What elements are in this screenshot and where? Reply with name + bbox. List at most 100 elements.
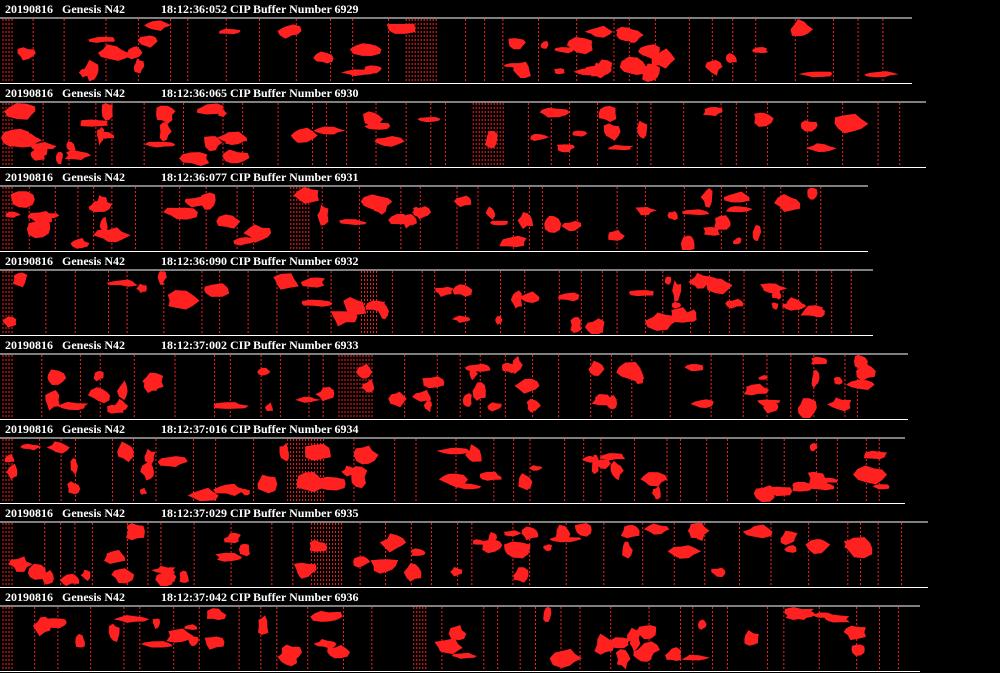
particle-image [785,297,804,311]
particle-image [558,292,580,302]
timestamp-caption: 18:12:37:016 CIP Buffer Number 6934 [161,422,359,436]
particle-image [784,545,797,553]
particle-image [295,396,321,403]
particle-image [684,364,704,372]
particle-image [60,573,80,586]
particle-image [152,618,160,629]
particle-image [206,608,227,620]
caption: CIP Buffer Number 6931 [230,170,359,184]
particle-image [218,28,241,35]
particle-image [629,636,641,652]
particle-image [113,615,150,623]
particle-image [126,523,145,541]
particle-image [97,126,105,146]
particle-image [144,141,176,148]
particle-image [313,51,334,64]
particle-image [473,539,484,545]
particle-image [526,398,541,413]
particle-image [499,235,527,248]
particle-image [280,644,302,661]
date: 20190816 [5,590,53,604]
timestamp-caption: 18:12:37:042 CIP Buffer Number 6936 [161,590,359,604]
particle-image [349,43,382,56]
particle-image [705,60,723,76]
particle-image [64,149,92,160]
particle-image [293,187,319,204]
particle-image [290,127,318,143]
particle-image [752,47,769,54]
particle-image [403,563,422,582]
particle-image [117,441,134,463]
particle-image [80,119,108,127]
particle-image [634,372,644,385]
particle-image [732,237,742,245]
particle-image [703,107,723,117]
particle-image [315,386,335,402]
particle-image [388,391,407,408]
particle-image [629,290,654,297]
particle-image [341,465,354,477]
particle-image [640,472,668,487]
particle-image [652,485,661,500]
particle-image [144,448,156,464]
particle-image [80,569,91,581]
particle-image [714,215,731,230]
particle-image [584,25,613,38]
particle-image [26,220,51,239]
particle-image [117,380,128,401]
particle-image [159,122,172,142]
particle-image [711,567,726,578]
particle-image [543,544,552,551]
particle-image [510,290,523,309]
caption: CIP Buffer Number 6936 [230,590,359,604]
particle-image [479,471,502,481]
particle-image [504,541,531,559]
particle-image [144,20,172,31]
particle-image [469,367,478,381]
particle-image [827,397,852,412]
particle-image [595,459,611,470]
particle-image [12,272,28,288]
particle-image [378,303,389,320]
particle-image [70,237,90,249]
particle-image [351,466,368,489]
particle-image [27,563,48,580]
particle-image [620,524,640,539]
particle-image [277,24,302,39]
particle-image [602,453,626,461]
particle-image [161,566,177,586]
particle-image [574,523,592,537]
particle-image [66,141,76,152]
particle-image [30,211,52,224]
particle-image [753,485,776,502]
caption: CIP Buffer Number 6935 [230,506,359,520]
particle-image [213,402,249,409]
particle-image [435,286,453,297]
particle-image [101,103,113,121]
particle-image [581,455,594,463]
particle-image [487,402,502,412]
particle-image [204,283,230,297]
particle-image [851,644,865,656]
particle-image [824,614,850,623]
particle-image [622,541,633,559]
buffer-row: 20190816 Genesis N42 18:12:36:090 CIP Buff… [0,254,873,336]
particle-image [703,227,720,236]
particle-image [462,393,472,407]
particle-image [771,302,779,310]
timestamp-caption: 18:12:36:052 CIP Buffer Number 6929 [161,2,359,16]
particle-image [667,545,702,559]
particle-image [798,71,833,78]
particle-image [379,533,407,553]
particle-image [93,371,104,382]
particle-image [530,133,549,141]
particle-image [300,277,325,288]
particle-image [554,68,565,75]
particle-image [790,19,813,37]
caption: CIP Buffer Number 6934 [230,422,359,436]
particle-image [99,216,108,237]
date: 20190816 [5,422,53,436]
particle-image [805,482,835,491]
caption: CIP Buffer Number 6930 [230,86,359,100]
